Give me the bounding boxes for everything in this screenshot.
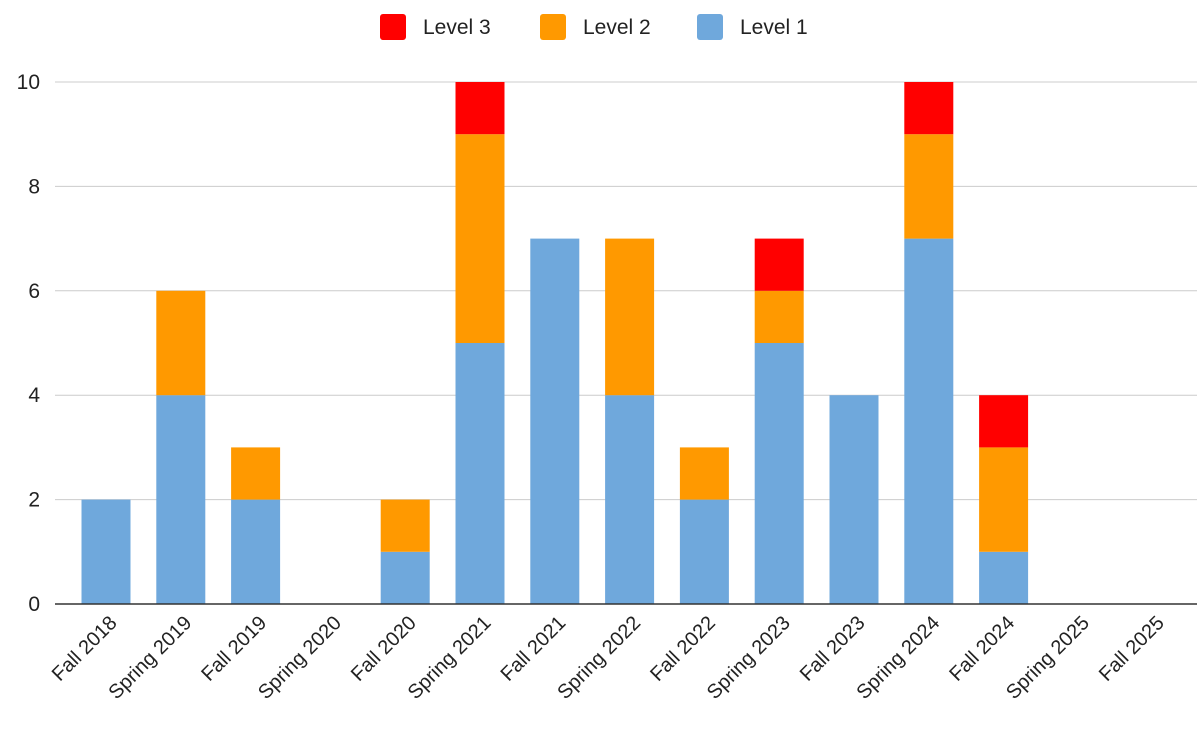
x-tick-label: Fall 2025: [1095, 612, 1169, 686]
legend-label: Level 1: [740, 16, 808, 39]
bar-level-2-fall-2019: [231, 447, 281, 500]
bar-level-1-fall-2022: [679, 499, 729, 604]
bar-level-1-fall-2021: [530, 238, 580, 604]
x-tick-label: Fall 2018: [48, 612, 122, 686]
bar-level-1-spring-2021: [455, 343, 505, 604]
y-tick-label: 10: [17, 71, 40, 94]
y-tick-label: 2: [28, 489, 40, 512]
bar-level-3-spring-2021: [455, 82, 505, 135]
legend: Level 3 Level 2 Level 1: [380, 14, 808, 40]
legend-label: Level 3: [423, 16, 491, 39]
bar-level-1-fall-2023: [829, 395, 879, 604]
bar-level-2-spring-2023: [754, 290, 804, 343]
legend-item-level-3: Level 3: [380, 14, 491, 40]
legend-label: Level 2: [583, 16, 651, 39]
bar-level-2-spring-2021: [455, 134, 505, 343]
bar-level-2-fall-2020: [380, 499, 430, 552]
bar-level-1-fall-2024: [979, 551, 1029, 604]
bar-level-3-fall-2024: [979, 395, 1029, 448]
bar-level-2-spring-2024: [904, 134, 954, 239]
bar-level-2-fall-2022: [679, 447, 729, 500]
x-tick-label: Fall 2019: [197, 612, 271, 686]
x-tick-label: Fall 2024: [945, 612, 1019, 686]
legend-swatch: [697, 14, 723, 40]
bar-level-3-spring-2024: [904, 82, 954, 135]
bars: [81, 82, 1029, 604]
y-tick-label: 8: [28, 175, 40, 198]
legend-item-level-1: Level 1: [697, 14, 808, 40]
x-tick-label: Fall 2020: [347, 612, 421, 686]
bar-level-2-spring-2022: [605, 238, 655, 396]
y-tick-label: 6: [28, 280, 40, 303]
legend-swatch: [540, 14, 566, 40]
legend-swatch: [380, 14, 406, 40]
bar-level-1-spring-2019: [156, 395, 206, 604]
y-axis-ticks: 0 2 4 6 8 10: [17, 71, 41, 616]
bar-level-1-fall-2020: [380, 551, 430, 604]
x-tick-label: Fall 2022: [646, 612, 720, 686]
legend-item-level-2: Level 2: [540, 14, 651, 40]
x-tick-label: Fall 2021: [497, 612, 571, 686]
bar-level-2-fall-2024: [979, 447, 1029, 552]
bar-level-1-spring-2022: [605, 395, 655, 604]
y-tick-label: 4: [28, 384, 40, 407]
bar-level-1-spring-2024: [904, 238, 954, 604]
y-tick-label: 0: [28, 593, 40, 616]
bar-level-3-spring-2023: [754, 238, 804, 291]
bar-level-1-spring-2023: [754, 343, 804, 604]
bar-level-1-fall-2019: [231, 499, 281, 604]
x-tick-label: Fall 2023: [796, 612, 870, 686]
bar-level-2-spring-2019: [156, 290, 206, 396]
bar-level-1-fall-2018: [81, 499, 131, 604]
